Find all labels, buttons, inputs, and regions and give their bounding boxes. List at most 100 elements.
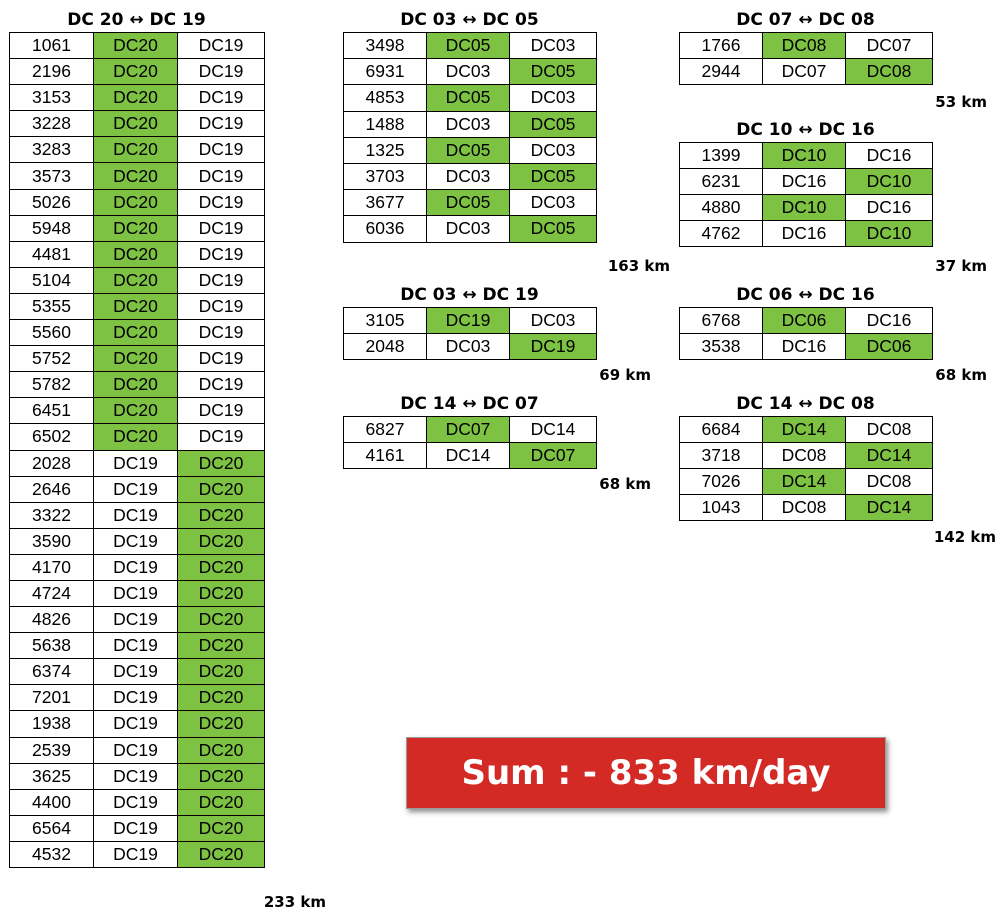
to-dc-cell: DC19 <box>509 333 597 360</box>
to-dc-cell: DC07 <box>845 32 933 59</box>
to-dc-cell: DC16 <box>845 142 933 169</box>
order-id-cell: 3498 <box>343 31 427 60</box>
order-id-cell: 3322 <box>9 501 94 529</box>
to-dc-cell: DC03 <box>509 136 597 164</box>
to-dc-cell: DC16 <box>845 194 933 221</box>
order-id-cell: 2028 <box>9 449 94 477</box>
to-dc-cell: DC05 <box>509 110 597 138</box>
order-id-cell: 5638 <box>9 632 94 660</box>
order-id-cell: 6768 <box>679 307 763 334</box>
route-title: DC 14 ↔ DC 08 <box>736 394 875 414</box>
table-row: 3625 DC19 DC20 <box>9 762 265 790</box>
table-row: 6564 DC19 DC20 <box>9 814 265 842</box>
route-block-dc07-dc08: DC 07 ↔ DC 08 1766 DC08 DC07 2944 DC07 DC08 <box>679 8 933 85</box>
table-row: 2646 DC19 DC20 <box>9 475 265 503</box>
from-dc-cell: DC08 <box>762 442 846 469</box>
order-id-cell: 3590 <box>9 527 94 555</box>
route-table: 1061 DC20 DC19 2196 DC20 DC19 3153 DC20 DC19 3228… <box>9 31 265 869</box>
from-dc-cell: DC03 <box>426 58 510 86</box>
to-dc-cell: DC05 <box>509 162 597 191</box>
route-distance-dc14-dc08: 142 km <box>933 528 996 546</box>
order-id-cell: 3573 <box>9 162 94 190</box>
order-id-cell: 6684 <box>679 416 763 443</box>
table-row: 3228 DC20 DC19 <box>9 110 265 138</box>
order-id-cell: 5948 <box>9 214 94 242</box>
from-dc-cell: DC03 <box>426 110 510 138</box>
to-dc-cell: DC19 <box>177 345 265 373</box>
order-id-cell: 4724 <box>9 579 94 608</box>
to-dc-cell: DC20 <box>177 553 265 581</box>
to-dc-cell: DC05 <box>509 58 597 86</box>
table-row: 4724 DC19 DC20 <box>9 579 265 608</box>
from-dc-cell: DC03 <box>426 162 510 191</box>
table-row: 4853 DC05 DC03 <box>343 84 597 112</box>
route-title: DC 07 ↔ DC 08 <box>736 10 875 30</box>
table-row: 5752 DC20 DC19 <box>9 345 265 373</box>
to-dc-cell: DC03 <box>509 189 597 217</box>
table-row: 4161 DC14 DC07 <box>343 442 597 469</box>
from-dc-cell: DC20 <box>93 292 178 321</box>
table-row: 2028 DC19 DC20 <box>9 449 265 477</box>
order-id-cell: 4161 <box>343 442 427 469</box>
order-id-cell: 4880 <box>679 194 763 221</box>
from-dc-cell: DC19 <box>93 527 178 555</box>
order-id-cell: 3105 <box>343 307 427 334</box>
from-dc-cell: DC19 <box>93 475 178 503</box>
order-id-cell: 5026 <box>9 188 94 216</box>
order-id-cell: 6231 <box>679 168 763 195</box>
to-dc-cell: DC20 <box>177 527 265 555</box>
order-id-cell: 1766 <box>679 32 763 59</box>
to-dc-cell: DC19 <box>177 397 265 425</box>
order-id-cell: 6827 <box>343 416 427 443</box>
table-row: 6374 DC19 DC20 <box>9 658 265 686</box>
table-row: 4532 DC19 DC20 <box>9 840 265 869</box>
order-id-cell: 3625 <box>9 762 94 790</box>
to-dc-cell: DC05 <box>509 215 597 243</box>
order-id-cell: 1043 <box>679 494 763 521</box>
from-dc-cell: DC08 <box>762 32 846 59</box>
to-dc-cell: DC20 <box>177 736 265 764</box>
to-dc-cell: DC19 <box>177 214 265 242</box>
table-row: 7201 DC19 DC20 <box>9 684 265 712</box>
order-id-cell: 6451 <box>9 397 94 425</box>
order-id-cell: 1061 <box>9 31 94 60</box>
order-id-cell: 5752 <box>9 345 94 373</box>
table-row: 3322 DC19 DC20 <box>9 501 265 529</box>
to-dc-cell: DC14 <box>845 442 933 469</box>
from-dc-cell: DC20 <box>93 319 178 347</box>
route-title: DC 03 ↔ DC 19 <box>400 285 539 305</box>
to-dc-cell: DC20 <box>177 501 265 529</box>
table-row: 5560 DC20 DC19 <box>9 319 265 347</box>
order-id-cell: 3677 <box>343 189 427 217</box>
from-dc-cell: DC20 <box>93 58 178 86</box>
order-id-cell: 4532 <box>9 840 94 869</box>
order-id-cell: 2646 <box>9 475 94 503</box>
order-id-cell: 1488 <box>343 110 427 138</box>
order-id-cell: 5782 <box>9 371 94 399</box>
table-row: 3283 DC20 DC19 <box>9 136 265 164</box>
to-dc-cell: DC19 <box>177 162 265 190</box>
table-row: 6684 DC14 DC08 <box>679 416 933 443</box>
table-row: 1766 DC08 DC07 <box>679 32 933 59</box>
to-dc-cell: DC20 <box>177 658 265 686</box>
route-block-dc03-dc05: DC 03 ↔ DC 05 3498 DC05 DC03 6931 DC03 DC05 485… <box>343 8 597 243</box>
to-dc-cell: DC19 <box>177 58 265 86</box>
to-dc-cell: DC19 <box>177 240 265 268</box>
table-row: 1399 DC10 DC16 <box>679 142 933 169</box>
order-id-cell: 1325 <box>343 136 427 164</box>
table-row: 3538 DC16 DC06 <box>679 333 933 360</box>
route-block-dc10-dc16: DC 10 ↔ DC 16 1399 DC10 DC16 6231 DC16 DC10 488… <box>679 118 933 247</box>
route-title: DC 06 ↔ DC 16 <box>736 285 875 305</box>
from-dc-cell: DC19 <box>426 307 510 334</box>
route-distance-dc14-dc07: 68 km <box>599 475 651 493</box>
from-dc-cell: DC16 <box>762 333 846 360</box>
from-dc-cell: DC19 <box>93 684 178 712</box>
table-row: 2048 DC03 DC19 <box>343 333 597 360</box>
order-id-cell: 6036 <box>343 215 427 243</box>
to-dc-cell: DC14 <box>509 416 597 443</box>
route-distance-dc07-dc08: 53 km <box>935 93 987 111</box>
order-id-cell: 3703 <box>343 162 427 191</box>
from-dc-cell: DC20 <box>93 31 178 60</box>
route-title: DC 03 ↔ DC 05 <box>400 10 539 30</box>
order-id-cell: 6931 <box>343 58 427 86</box>
